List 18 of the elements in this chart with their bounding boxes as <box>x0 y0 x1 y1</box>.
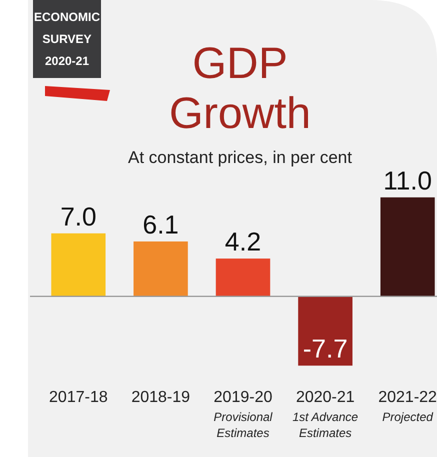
data-label: 7.0 <box>60 201 96 232</box>
x-tick-label: 2019-20 Provisional Estimates <box>214 389 273 440</box>
bar <box>134 241 188 296</box>
x-tick-label: 2018-19 <box>131 389 190 406</box>
x-tick-label: 2017-18 <box>49 389 108 406</box>
chart-title: GDP Growth <box>169 39 311 138</box>
chart-subtitle: At constant prices, in per cent <box>128 148 352 167</box>
data-label: 6.1 <box>142 209 179 240</box>
bar <box>216 258 270 296</box>
bar <box>298 296 352 366</box>
data-label: 11.0 <box>383 165 432 196</box>
x-tick-label: 2021-22 Projected <box>378 389 437 424</box>
bar <box>380 197 435 296</box>
data-label: -7.7 <box>302 334 348 364</box>
text: ECONOMIC SURVEY 2020-21 <box>34 10 100 68</box>
bar <box>51 233 106 296</box>
data-label: 4.2 <box>224 226 262 257</box>
x-tick-label: 2020-21 1st Advance Estimates <box>292 389 358 440</box>
